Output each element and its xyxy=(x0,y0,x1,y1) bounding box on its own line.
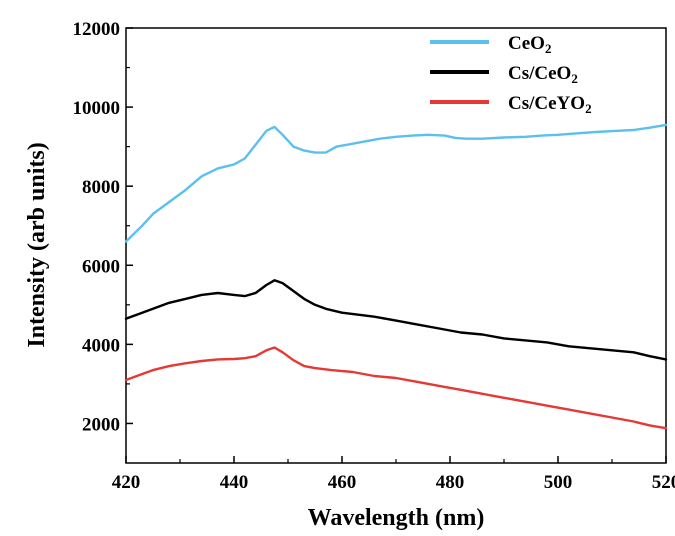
legend-label-2: Cs/CeYO2 xyxy=(508,93,592,116)
x-tick-label: 420 xyxy=(112,472,141,493)
series-line-0 xyxy=(124,123,668,243)
y-axis-ticks: 2000 4000 6000 8000 10000 12000 xyxy=(73,19,133,435)
legend-label-0: CeO2 xyxy=(508,33,551,56)
legend-subscript: 2 xyxy=(545,41,552,56)
series-line-1 xyxy=(124,279,668,361)
x-tick-label: 520 xyxy=(652,472,675,493)
legend-subscript: 2 xyxy=(585,101,592,116)
x-tick-label: 440 xyxy=(220,472,249,493)
x-axis-title: Wavelength (nm) xyxy=(308,505,485,531)
y-tick-label: 8000 xyxy=(82,177,120,198)
x-tick-label: 460 xyxy=(328,472,357,493)
y-tick-label: 12000 xyxy=(73,19,121,40)
legend: CeO2 Cs/CeO2 Cs/CeYO2 xyxy=(430,33,592,116)
y-tick-label: 4000 xyxy=(82,335,120,356)
x-axis-ticks: 420 440 460 480 500 520 xyxy=(112,456,675,493)
x-tick-label: 500 xyxy=(544,472,573,493)
x-tick-label: 480 xyxy=(436,472,465,493)
y-tick-label: 10000 xyxy=(73,98,121,119)
y-tick-label: 2000 xyxy=(82,414,120,435)
series-lines xyxy=(124,123,668,430)
series-line-2 xyxy=(124,346,668,430)
y-tick-label: 6000 xyxy=(82,256,120,277)
legend-label-1: Cs/CeO2 xyxy=(508,63,578,86)
legend-subscript: 2 xyxy=(571,71,578,86)
y-axis-title: Intensity (arb units) xyxy=(24,142,50,347)
